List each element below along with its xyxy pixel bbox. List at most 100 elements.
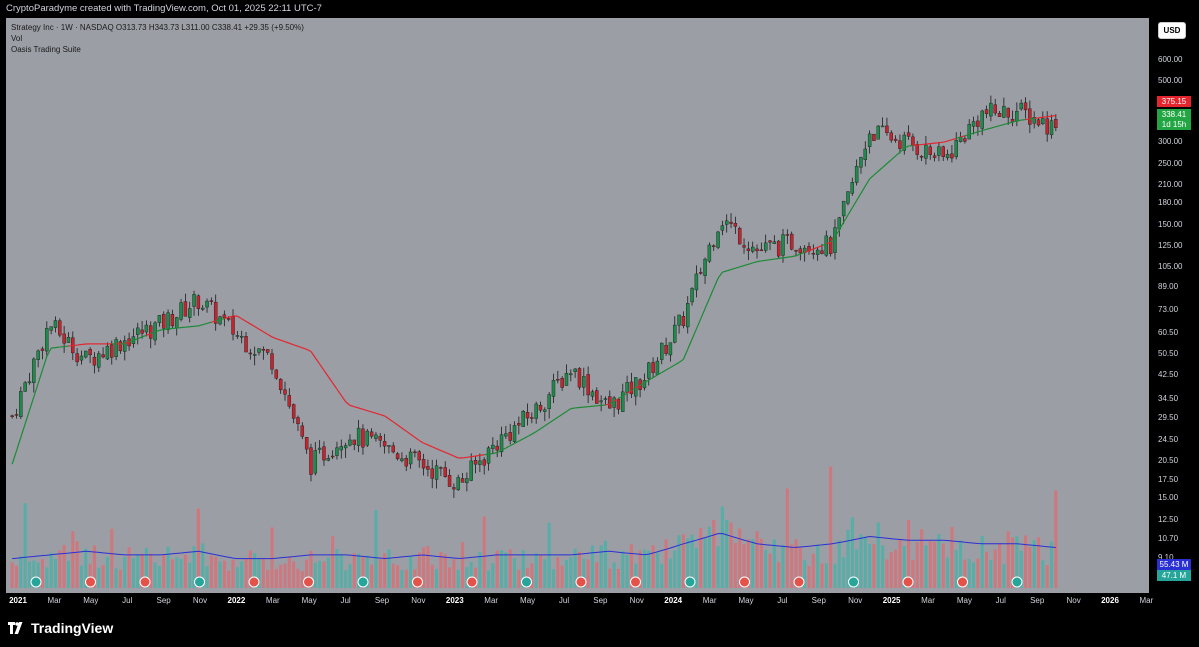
- volume-bar: [487, 570, 491, 588]
- earnings-marker-icon[interactable]: [739, 576, 750, 588]
- earnings-marker-icon[interactable]: [630, 576, 641, 588]
- trailing-stop-line: [37, 369, 44, 384]
- trailing-stop-line: [414, 436, 420, 441]
- trailing-stop-line: [11, 450, 18, 465]
- trailing-stop-line: [150, 331, 156, 335]
- trailing-stop-line: [609, 400, 615, 405]
- volume-bar: [27, 561, 32, 588]
- volume-indicator-label[interactable]: Vol: [11, 34, 23, 43]
- volume-bar: [404, 569, 408, 588]
- candle-body: [326, 458, 331, 461]
- candle-body: [885, 125, 889, 134]
- candle-body: [248, 352, 253, 355]
- candle-body: [889, 132, 893, 141]
- earnings-marker-icon[interactable]: [684, 576, 696, 588]
- volume-bar: [560, 565, 564, 588]
- trailing-stop-line: [743, 263, 749, 267]
- trailing-stop-line: [657, 371, 663, 376]
- candle-body: [58, 320, 62, 336]
- trailing-stop-line: [817, 245, 823, 248]
- tradingview-logo[interactable]: TradingView: [8, 620, 113, 636]
- volume-bar: [716, 546, 720, 588]
- candle-body: [928, 146, 932, 155]
- earnings-marker-icon[interactable]: [575, 576, 587, 588]
- volume-bar: [980, 535, 984, 588]
- candle-body: [391, 445, 395, 453]
- earnings-marker-icon[interactable]: [30, 576, 42, 588]
- price-tick-label: 500.00: [1158, 76, 1183, 86]
- trailing-stop-line: [834, 229, 840, 238]
- trailing-stop-line: [613, 398, 619, 402]
- earnings-marker-icon[interactable]: [194, 576, 205, 588]
- candle-body: [430, 468, 434, 479]
- earnings-marker-icon[interactable]: [957, 576, 968, 588]
- volume-bar: [647, 550, 651, 588]
- price-tick-label: 24.50: [1158, 435, 1179, 445]
- trailing-stop-line: [886, 159, 892, 165]
- trailing-stop-line: [215, 319, 221, 322]
- candle-body: [439, 467, 443, 469]
- volume-bar: [214, 556, 218, 588]
- time-label: Jul: [340, 596, 351, 605]
- trailing-stop-line: [358, 407, 364, 410]
- time-label: Sep: [156, 596, 171, 605]
- volume-bar: [422, 547, 426, 588]
- volume-bar: [512, 558, 517, 588]
- chart-plot-area[interactable]: Strategy Inc · 1W · NASDAQ O313.73 H343.…: [6, 18, 1149, 593]
- earnings-marker-icon[interactable]: [1011, 576, 1023, 588]
- candle-body: [694, 273, 699, 291]
- candle-body: [794, 250, 798, 252]
- earnings-marker-icon[interactable]: [466, 576, 478, 588]
- trailing-stop-line: [1016, 119, 1022, 122]
- earnings-marker-icon[interactable]: [848, 576, 859, 588]
- symbol-line[interactable]: Strategy Inc · 1W · NASDAQ O313.73 H343.…: [11, 23, 304, 32]
- earnings-marker-icon[interactable]: [85, 576, 96, 588]
- volume-bar: [283, 563, 287, 588]
- volume-bar: [1041, 560, 1045, 588]
- candle-body: [352, 439, 356, 445]
- volume-bar: [889, 552, 893, 588]
- earnings-marker-icon[interactable]: [521, 576, 532, 588]
- time-axis[interactable]: 2021 Mar May Jul Sep Nov 2022 Mar May Jul Sep Nov 20…: [6, 593, 1193, 610]
- trailing-stop-line: [68, 344, 73, 347]
- volume-bar: [790, 544, 794, 588]
- volume-bar: [876, 522, 880, 588]
- candle-body: [833, 227, 837, 253]
- trailing-stop-line: [224, 316, 229, 320]
- currency-button[interactable]: USD: [1158, 22, 1186, 39]
- volume-bar: [435, 569, 439, 588]
- trailing-stop-line: [665, 366, 671, 371]
- earnings-marker-icon[interactable]: [357, 576, 369, 588]
- candle-body: [231, 316, 235, 335]
- trailing-stop-line: [392, 421, 398, 426]
- trailing-stop-line: [436, 448, 442, 452]
- time-label: May: [520, 596, 536, 605]
- earnings-marker-icon[interactable]: [793, 576, 805, 588]
- volume-bar: [49, 552, 53, 588]
- earnings-marker-icon[interactable]: [303, 576, 314, 588]
- trailing-stop-line: [869, 174, 875, 180]
- volume-bar: [937, 534, 941, 588]
- trailing-stop-line: [986, 127, 992, 130]
- volume-bar: [136, 554, 140, 588]
- volume-bar: [755, 531, 759, 588]
- candle-body: [473, 460, 478, 465]
- candle-body: [205, 300, 209, 308]
- earnings-marker-icon[interactable]: [412, 576, 423, 588]
- volume-bar: [71, 531, 75, 588]
- price-tick-label: 20.50: [1158, 456, 1179, 466]
- volume-bar: [244, 558, 248, 588]
- earnings-marker-icon[interactable]: [139, 576, 151, 588]
- volume-bar: [829, 466, 833, 588]
- price-tick-label: 60.50: [1158, 327, 1179, 337]
- price-tick-label: 29.50: [1158, 412, 1179, 422]
- price-chart-svg[interactable]: [6, 18, 1149, 593]
- oasis-indicator-label[interactable]: Oasis Trading Suite: [11, 45, 81, 54]
- earnings-marker-icon[interactable]: [902, 576, 914, 588]
- volume-bar: [781, 544, 785, 588]
- price-axis[interactable]: USD 600.00500.00420.00350.00300.00250.00…: [1149, 18, 1193, 593]
- candle-body: [564, 372, 569, 386]
- volume-bar: [989, 559, 993, 588]
- earnings-marker-icon[interactable]: [248, 576, 260, 588]
- volume-bar: [478, 552, 482, 588]
